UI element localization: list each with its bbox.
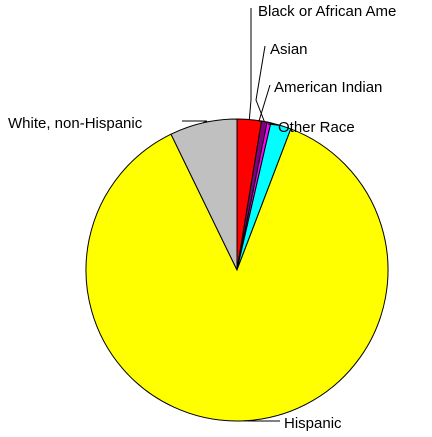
slice-label-white-non-hispanic: White, non-Hispanic [8, 115, 143, 132]
slice-label-other-race: Other Race [278, 119, 355, 136]
leader-line-asian [255, 45, 266, 122]
slice-label-asian: Asian [270, 41, 308, 58]
leader-line-white-non-hispanic [182, 120, 208, 124]
leader-lines [182, 8, 282, 422]
leader-line-other-race [267, 123, 282, 127]
pie-slices [85, 118, 389, 422]
leader-line-american-indian [258, 84, 271, 123]
pie-slice-white-non-hispanic [170, 118, 238, 271]
leader-line-black-or-african-ame [248, 8, 252, 120]
slice-label-hispanic: Hispanic [284, 415, 342, 432]
pie-slice-hispanic [85, 128, 389, 422]
slice-labels: Black or African Ame Asian American Indian… [8, 3, 396, 432]
slice-label-american-indian: American Indian [274, 79, 382, 96]
slice-label-black-or-african-ame: Black or African Ame [258, 3, 396, 20]
